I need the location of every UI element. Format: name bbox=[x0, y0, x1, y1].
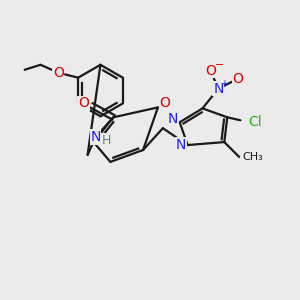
Text: O: O bbox=[233, 72, 244, 86]
Text: O: O bbox=[78, 96, 89, 110]
Text: +: + bbox=[220, 79, 228, 88]
Text: CH₃: CH₃ bbox=[242, 152, 263, 162]
Text: H: H bbox=[102, 134, 111, 147]
Text: O: O bbox=[53, 66, 64, 80]
Text: −: − bbox=[215, 60, 224, 70]
Text: N: N bbox=[213, 82, 224, 96]
Text: O: O bbox=[205, 64, 216, 78]
Text: N: N bbox=[176, 138, 186, 152]
Text: N: N bbox=[90, 130, 101, 144]
Text: Cl: Cl bbox=[248, 115, 262, 129]
Text: N: N bbox=[168, 112, 178, 126]
Text: O: O bbox=[159, 96, 170, 110]
